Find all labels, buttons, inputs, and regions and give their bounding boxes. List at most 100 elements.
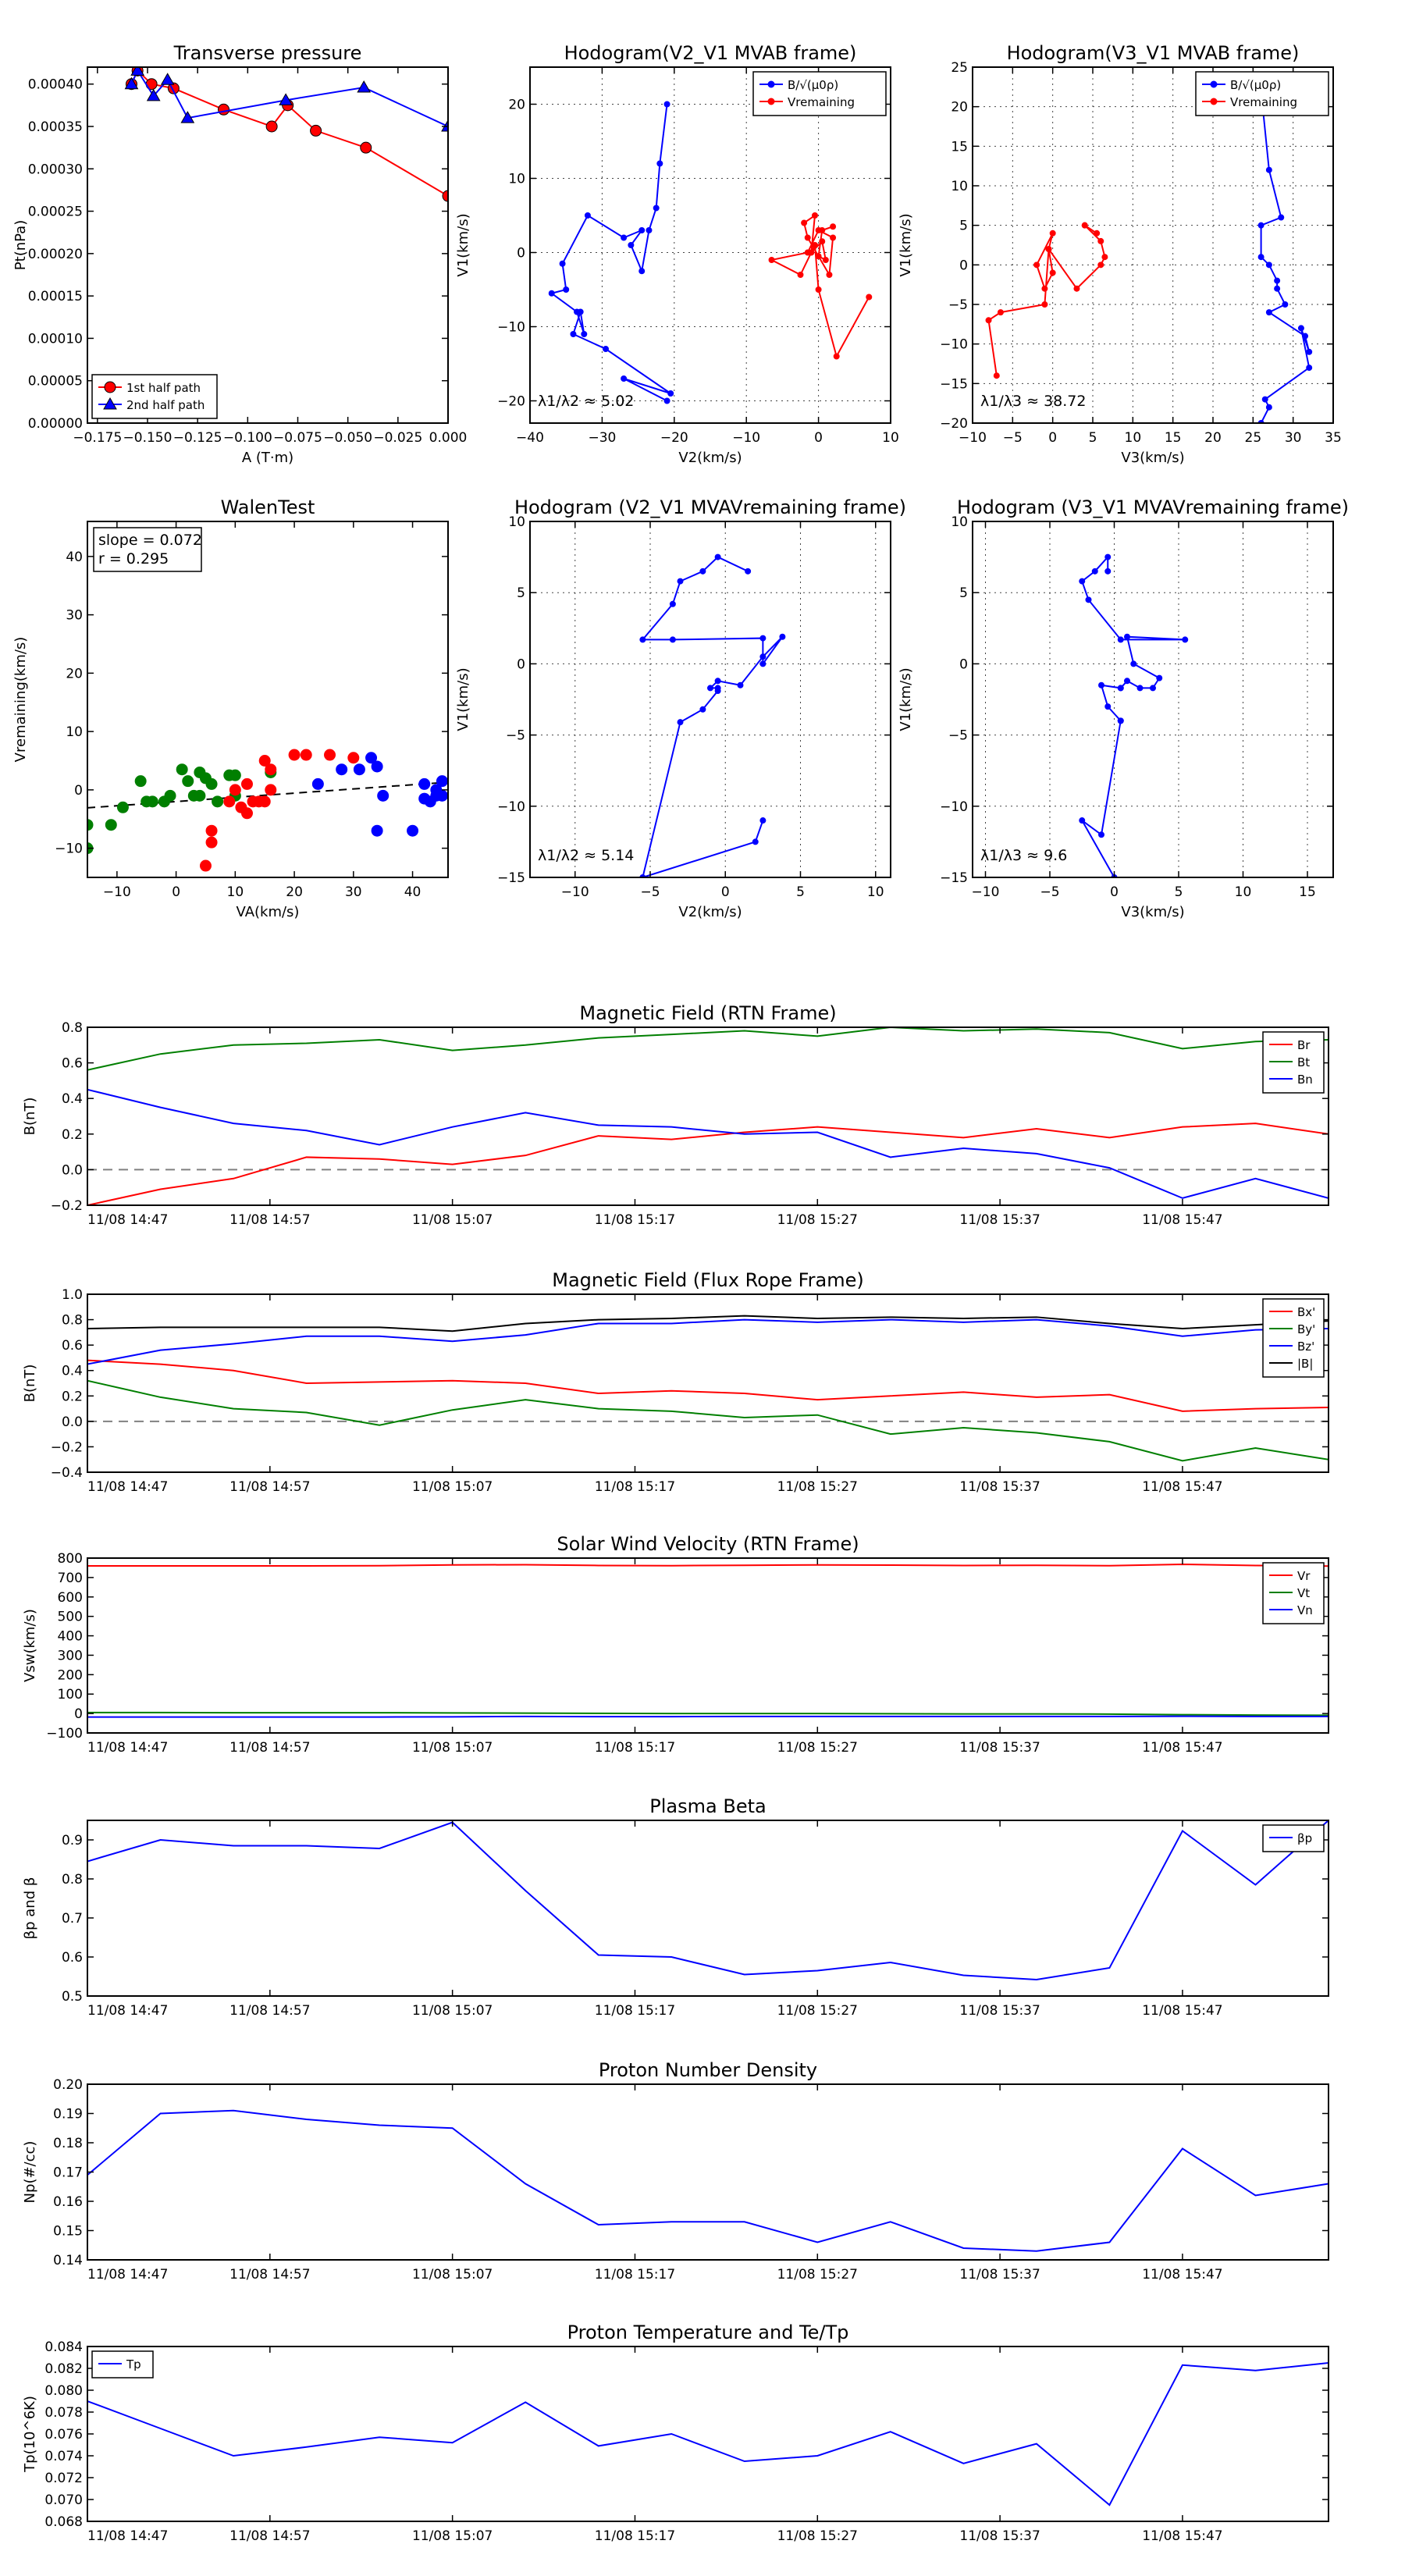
chart-np: 11/08 14:47 11/08 14:57 11/08 15:07 11/08 1… [22,2059,1329,2282]
y-tick-label: 0.084 [44,2339,83,2355]
y-tick-label: 0.0 [62,1414,83,1430]
data-point [677,719,684,726]
legend-label: Br [1297,1038,1311,1052]
plot-frame [529,521,891,878]
data-point [699,568,706,575]
data-point [124,76,139,90]
y-tick-label: 0.00030 [28,162,83,177]
data-point [663,397,670,404]
data-point [822,257,829,263]
data-point [288,749,301,761]
x-tick-label: 11/08 15:17 [595,1740,675,1756]
y-tick-label: 0.8 [62,1313,83,1329]
y-tick-label: 0.00025 [28,205,83,220]
x-tick-label: 0 [172,884,180,900]
data-point [1297,325,1304,332]
data-point [371,760,383,773]
plot-frame [972,66,1334,424]
annotation-text: λ1/λ3 ≈ 9.6 [980,847,1067,864]
legend-marker [103,397,117,410]
data-point [223,795,236,808]
data-point [1306,348,1313,355]
data-point [360,141,372,154]
data-point [205,777,218,790]
data-layer [87,1027,1329,1205]
plot-frame [87,2346,1329,2522]
y-tick-label: −5 [948,297,968,313]
y-tick-label: 0.17 [53,2165,83,2181]
data-point [310,124,322,137]
data-point [1045,246,1052,253]
data-layer [87,2109,1329,2252]
x-tick-label: 10 [882,430,899,446]
series-line-Vt [87,1711,1329,1717]
data-point [603,346,610,352]
chart-title: Hodogram(V3_V1 MVAB frame) [1007,42,1300,64]
data-point [182,775,194,788]
data-point [811,212,818,219]
data-point [1265,166,1272,173]
data-point [1073,285,1080,292]
data-point [621,375,628,382]
data-point [714,678,721,685]
y-tick-label: 10 [951,514,968,530]
data-point [768,257,775,263]
y-tick-label: 0.0 [62,1162,83,1178]
series-line-B/√(μ0ρ) [550,104,671,402]
legend-label: Vremaining [1230,95,1297,109]
plot-frame [87,1293,1329,1473]
y-tick-label: 10 [508,172,525,187]
plot-frame [87,1026,1329,1206]
y-tick-label: −5 [948,728,968,744]
x-tick-label: 11/08 15:17 [595,2267,675,2282]
data-point [759,660,767,667]
x-tick-label: 11/08 15:47 [1142,2528,1222,2544]
y-tick-label: 0.4 [62,1091,83,1107]
y-tick-label: 0 [74,1706,83,1722]
x-tick-label: 0 [721,884,730,900]
data-point [212,795,224,808]
series-line-B/√(μ0ρ) [1260,91,1311,423]
data-point [130,67,145,76]
y-tick-label: 20 [951,100,968,116]
x-tick-label: 5 [1175,884,1183,900]
data-point [581,331,588,337]
annotation-text: λ1/λ3 ≈ 38.72 [980,393,1086,410]
data-point [1265,262,1272,269]
y-tick-label: −10 [497,320,525,336]
chart-mag_rtn: 11/08 14:47 11/08 14:57 11/08 15:07 11/08 1… [22,1002,1329,1228]
x-tick-label: −0.025 [373,430,422,446]
data-point [134,775,147,788]
x-tick-label: 11/08 15:27 [777,2528,858,2544]
data-point [830,223,837,230]
series-line-V [641,556,784,877]
y-tick-label: 0.00015 [28,289,83,304]
y-tick-label: −20 [497,394,525,410]
x-tick-label: 11/08 15:47 [1142,2267,1222,2282]
y-tick-label: 0.9 [62,1833,83,1848]
data-point [759,817,767,824]
y-tick-label: 0.4 [62,1364,83,1379]
data-point [752,838,759,845]
legend-box [1195,71,1329,116]
y-tick-label: 5 [517,585,525,601]
data-point [621,234,628,241]
data-point [105,819,117,831]
chart-vsw: 11/08 14:47 11/08 14:57 11/08 15:07 11/08 1… [22,1533,1329,1756]
y-tick-label: 25 [951,60,968,76]
data-point [324,749,336,761]
data-point [577,308,584,315]
data-layer [87,1563,1329,1718]
y-tick-label: 20 [508,98,525,113]
x-tick-label: 10 [1125,430,1142,446]
data-point [164,789,176,802]
x-tick-label: −40 [516,430,544,446]
data-point [819,227,826,233]
y-tick-label: 10 [951,179,968,194]
legend: Vr Vt Vn [1262,1562,1325,1624]
y-axis-label: Vremaining(km/s) [12,637,29,763]
x-tick-label: 0 [814,430,823,446]
data-point [240,777,253,790]
data-point [1274,285,1281,292]
